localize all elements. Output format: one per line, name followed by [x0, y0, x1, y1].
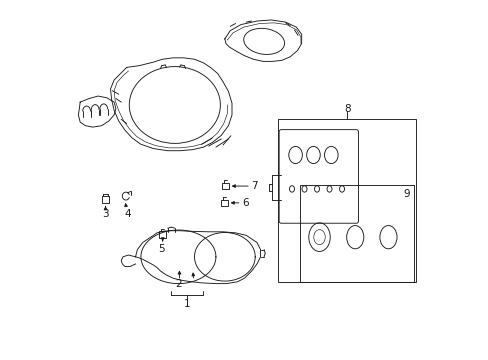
Text: 5: 5: [158, 244, 164, 253]
Text: 3: 3: [102, 209, 109, 219]
Text: 1: 1: [183, 299, 190, 309]
Text: 8: 8: [343, 104, 350, 113]
Text: 4: 4: [124, 209, 130, 219]
Bar: [102, 196, 109, 203]
Text: 2: 2: [175, 279, 182, 289]
Bar: [299, 185, 413, 282]
Text: 6: 6: [242, 198, 248, 208]
Text: 9: 9: [402, 189, 409, 199]
Bar: [278, 119, 415, 282]
Bar: [221, 200, 227, 206]
Bar: [222, 183, 228, 189]
Text: 7: 7: [251, 181, 257, 191]
Bar: [159, 231, 165, 238]
